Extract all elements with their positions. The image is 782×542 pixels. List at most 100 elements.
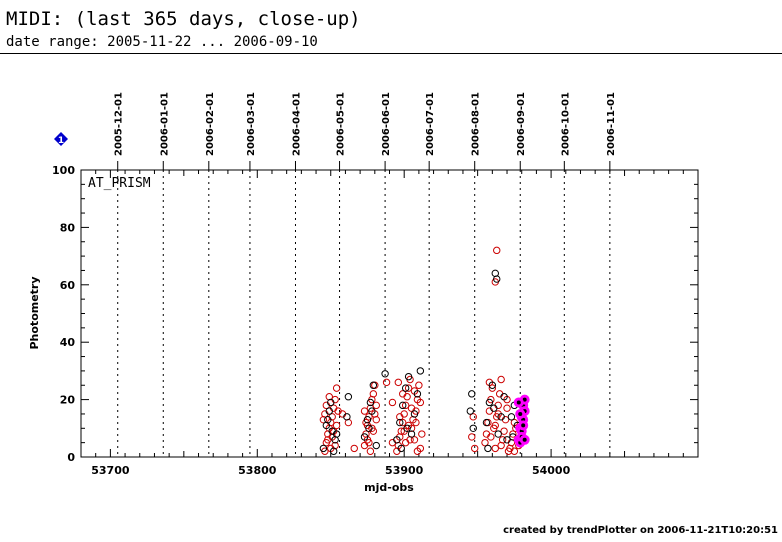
data-point [484,444,492,453]
data-point [491,444,499,453]
date-marker-label: 2006-06-01 [381,92,392,156]
data-point [493,246,501,255]
data-point [399,390,407,398]
data-point [500,427,508,435]
data-point [372,441,380,450]
data-point [366,447,375,455]
data-point [500,393,508,401]
page-title: MIDI: (last 365 days, close-up) [6,8,361,30]
data-point [510,447,519,455]
data-point [329,447,338,455]
y-tick-label: 0 [67,451,75,464]
data-point [507,413,516,421]
data-point [484,418,492,427]
data-point-core [516,400,521,405]
data-point [360,433,369,441]
data-point [372,401,380,410]
date-marker-label: 2006-10-01 [560,92,571,156]
data-point [490,404,498,412]
data-point-core [522,397,527,402]
data-point-core [522,437,527,442]
data-point [415,381,423,389]
info-marker-text: 1 [58,136,64,146]
x-axis-label: mjd-obs [364,481,414,494]
data-point [503,436,511,444]
data-point [393,436,401,444]
date-marker-label: 2006-05-01 [336,92,347,156]
data-point [497,441,505,450]
data-point [399,418,407,427]
data-point [403,424,411,432]
data-point [488,384,497,392]
data-point [410,410,419,418]
data-point [413,390,422,398]
data-point [332,430,341,438]
data-point [404,372,413,381]
data-point [365,438,373,447]
data-point [494,430,502,438]
info-marker[interactable]: 1 [54,132,68,146]
data-point [382,378,391,387]
data-point [407,430,416,438]
data-point [416,398,425,407]
data-point [368,407,376,415]
data-point [485,398,494,407]
data-point [327,398,335,407]
x-tick-label: 53900 [385,464,424,477]
data-point [360,407,369,415]
data-point [468,390,476,398]
data-point [396,418,404,427]
date-marker-label: 2006-03-01 [246,92,257,156]
data-point [343,413,351,421]
data-point [487,433,495,441]
data-point [471,444,479,453]
date-marker-label: 2005-12-01 [114,92,125,156]
data-point [319,415,328,424]
y-tick-label: 80 [60,221,76,234]
axis-ticks: 53700 53800 53900 54000 0 20 40 60 80 100 [52,164,698,477]
y-axis-label: Photometry [28,276,41,349]
header-divider [0,53,782,54]
footer-credit: created by trendPlotter on 2006-11-21T10… [503,525,778,536]
data-point [418,430,426,438]
data-point [407,404,416,412]
x-tick-label: 53800 [238,464,277,477]
data-point [388,398,397,407]
x-tick-label: 53700 [91,464,130,477]
y-tick-label: 100 [52,164,75,177]
x-tick-label: 54000 [532,464,571,477]
date-marker-label: 2006-04-01 [291,92,302,156]
data-point [369,390,378,398]
data-point [509,430,517,438]
date-marker-label: 2006-01-01 [159,92,170,156]
data-point [368,424,376,432]
data-point [366,398,375,407]
data-point [324,415,332,424]
y-tick-label: 20 [60,394,76,407]
data-point [397,444,405,453]
plot-frame [80,169,699,458]
data-point [319,444,328,453]
data-point [497,413,505,421]
date-range-subtitle: date range: 2005-11-22 ... 2006-09-10 [6,34,318,50]
data-point [503,404,511,412]
date-marker-label: 2006-08-01 [471,92,482,156]
data-point [497,375,505,384]
data-point-core [518,411,523,416]
data-point [404,384,413,392]
data-point [412,418,420,427]
data-point [413,447,422,455]
data-point [491,421,499,430]
info-marker-icon[interactable] [54,132,68,146]
data-point [468,433,476,441]
data-point [397,427,405,435]
data-point [381,370,389,378]
data-point [410,436,419,444]
data-point [466,407,474,415]
data-point [325,407,333,415]
date-marker-label: 2006-11-01 [606,92,617,156]
data-point [365,424,373,432]
data-point [394,378,403,387]
data-point [332,384,341,392]
